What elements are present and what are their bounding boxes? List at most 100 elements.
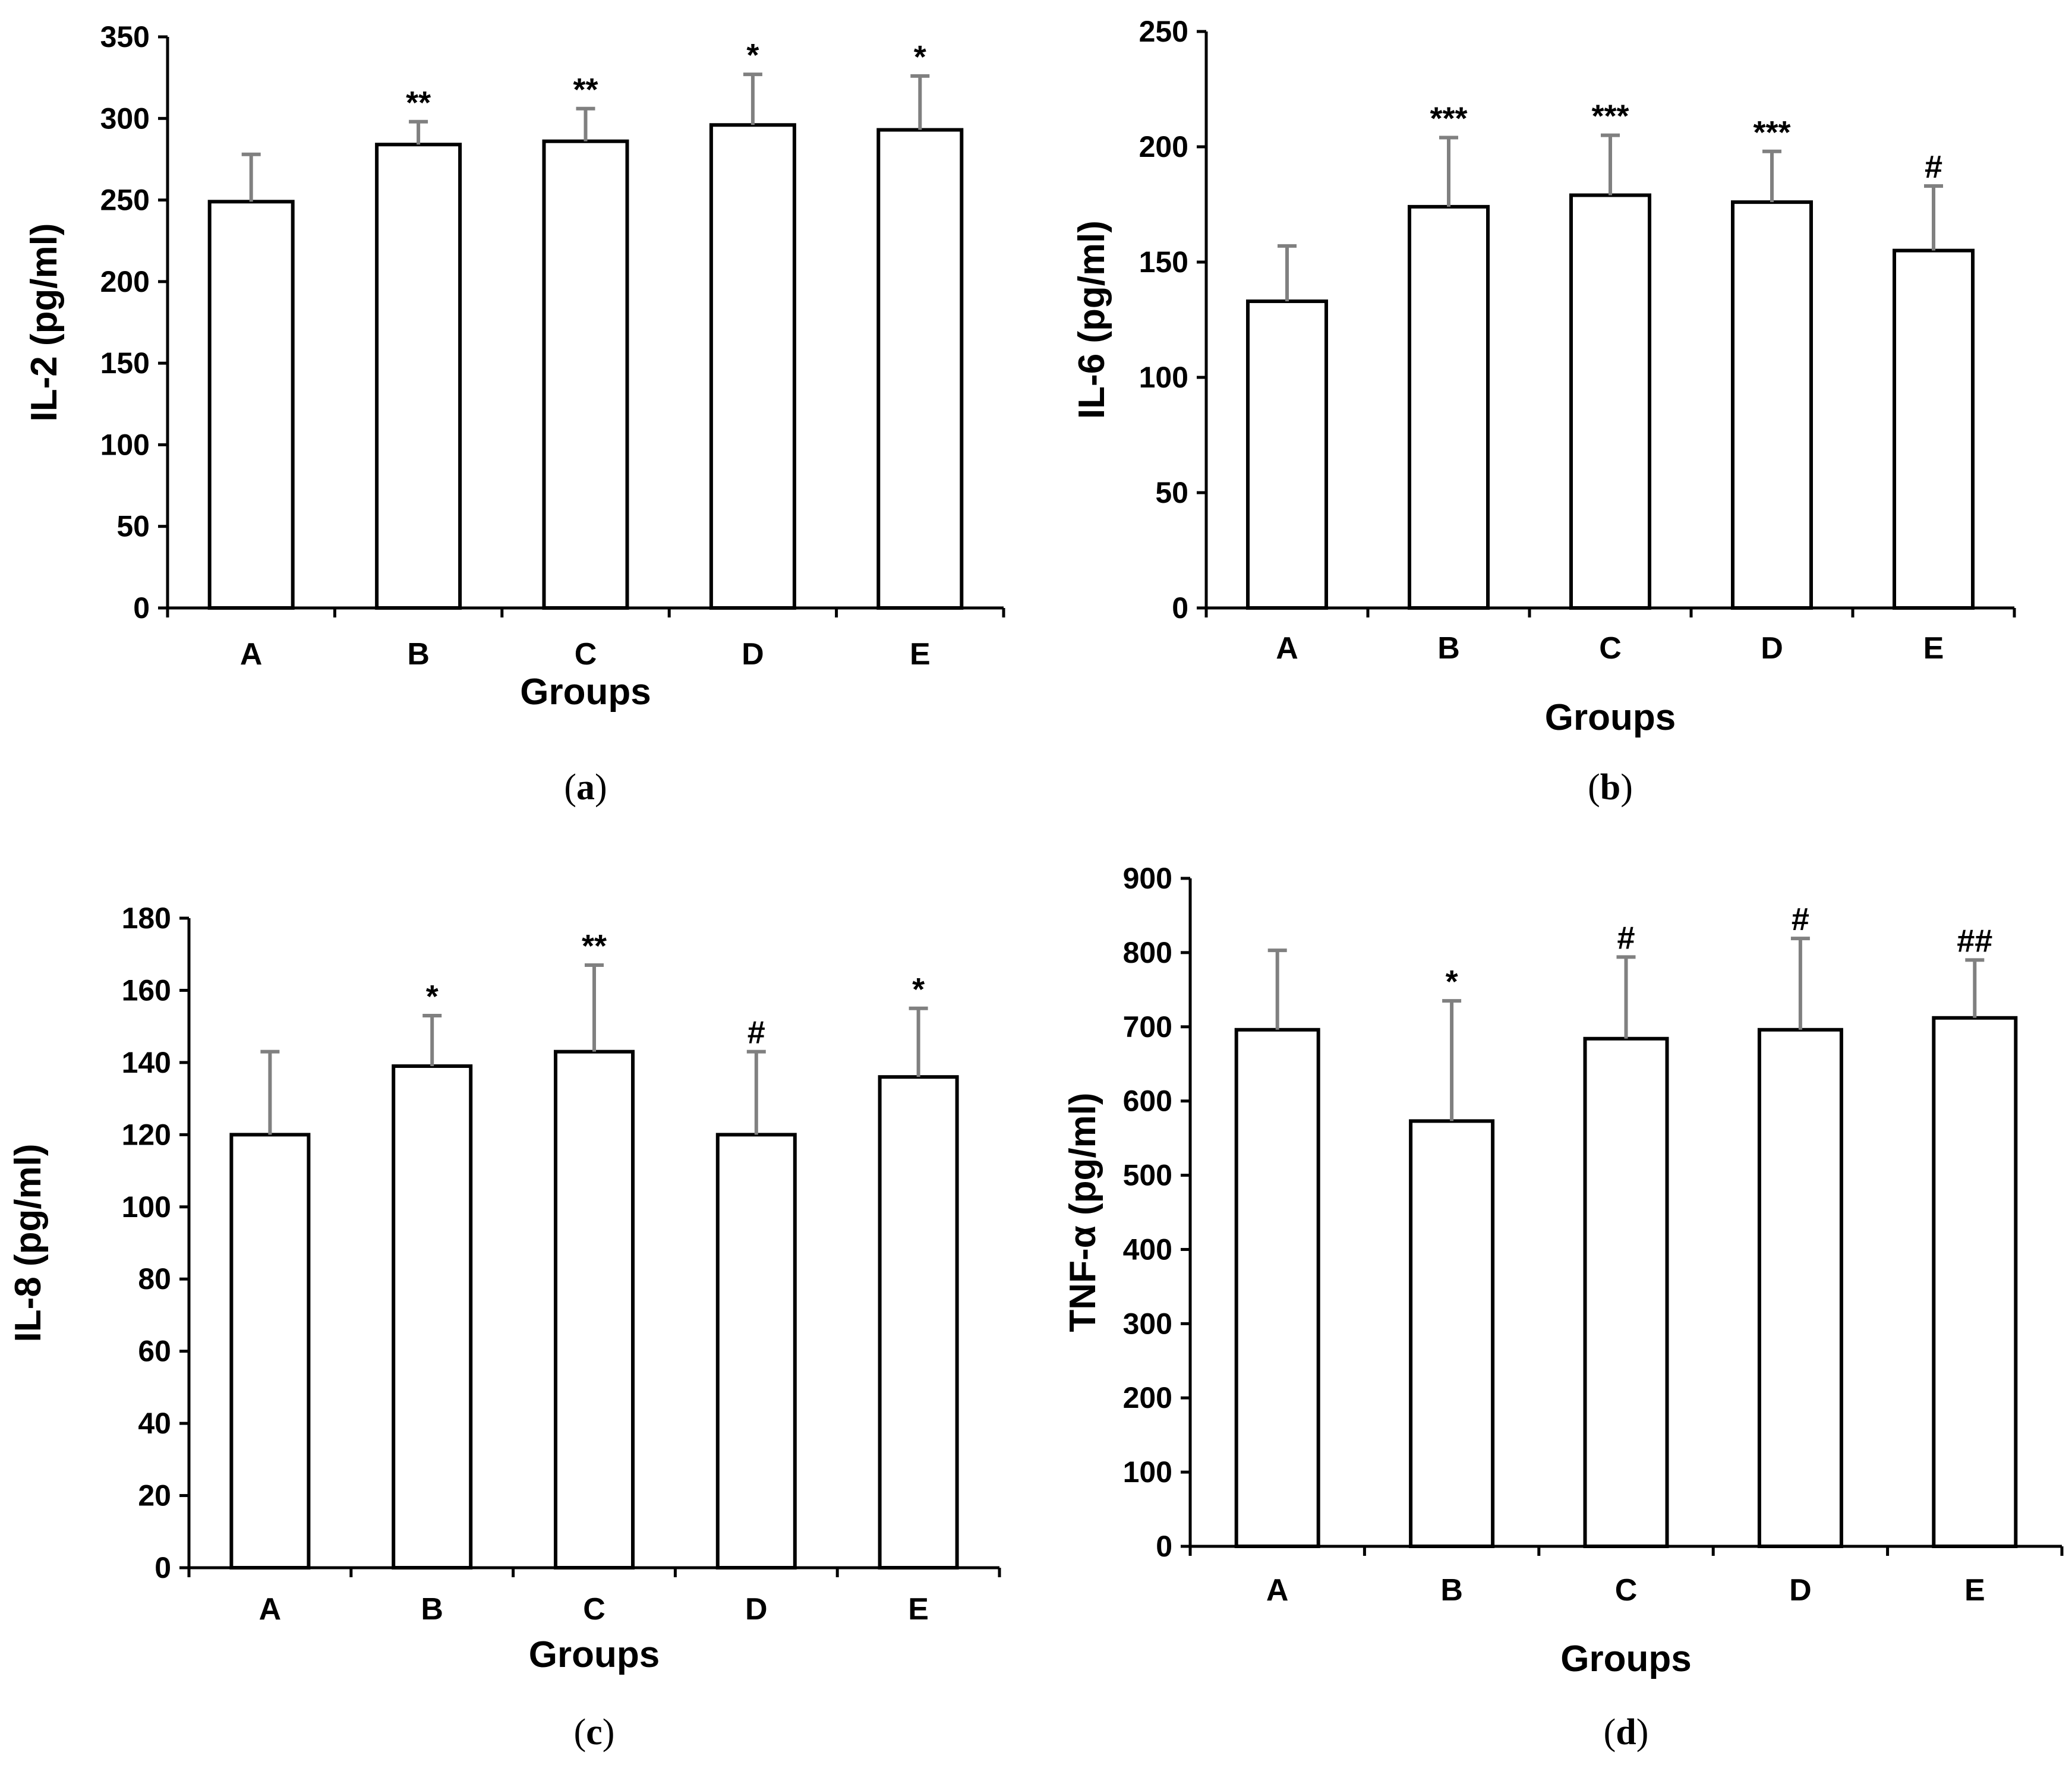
y-tick-label: 0 [1172,591,1188,625]
panel-label-b: (b) [1588,767,1633,808]
category-label-b: B [421,1592,443,1627]
bar-a [207,200,295,610]
bar-a [1246,299,1328,610]
significance-label-d: *** [1753,115,1790,150]
y-tick-label: 140 [122,1046,171,1079]
significance-label-b: * [1446,964,1458,1000]
bar-e [876,128,964,610]
category-label-e: E [1923,631,1944,666]
y-tick-label: 0 [154,1551,171,1584]
x-axis-title: Groups [1560,1638,1691,1679]
significance-label-c: # [1617,920,1635,956]
category-label-a: A [259,1592,282,1627]
category-label-d: D [1761,631,1783,666]
y-tick-label: 500 [1123,1159,1172,1192]
y-tick-label: 100 [1123,1455,1172,1489]
y-tick-label: 0 [1156,1530,1172,1563]
bar-e [1932,1016,2018,1548]
y-tick-label: 180 [122,902,171,935]
chart-panel-a: 0 50 100 150 200 250 300 350 A ** B ** C * D * E Groups IL… [24,20,1005,808]
bar-b [392,1064,473,1570]
y-tick-label: 150 [1139,245,1188,279]
y-axis-title: IL-2 (pg/ml) [24,223,65,421]
bar-e [878,1075,959,1570]
category-label-a: A [1276,631,1298,666]
panel-label-c: (c) [574,1712,615,1753]
y-tick-label: 800 [1123,936,1172,969]
significance-label-e: # [1925,149,1942,185]
y-tick-label: 50 [1155,476,1188,509]
y-tick-label: 400 [1123,1233,1172,1266]
significance-label-e: * [914,39,926,75]
bar-c [542,139,629,610]
category-label-c: C [575,637,597,672]
chart-panel-c: 0 20 40 60 80 100 120 140 160 180 A * B ** C # D * E Groups… [8,902,1001,1753]
bar-a [1234,1028,1320,1548]
y-axis-title: TNF-α (pg/ml) [1062,1092,1103,1332]
bar-d [715,1133,797,1570]
significance-label-b: ** [406,85,431,121]
category-label-a: A [240,637,263,672]
y-tick-label: 250 [1139,15,1188,48]
significance-label-d: # [1792,902,1809,937]
y-tick-label: 100 [1139,361,1188,394]
panel-label-d: (d) [1604,1712,1649,1753]
y-tick-label: 40 [138,1407,171,1440]
bar-d [1731,200,1813,610]
bar-d [709,123,796,610]
category-label-e: E [908,1592,929,1627]
y-tick-label: 200 [1139,130,1188,163]
y-axis-title: IL-6 (pg/ml) [1071,220,1112,419]
significance-label-c: ** [573,72,598,108]
bar-b [375,143,462,610]
category-label-b: B [1440,1573,1463,1608]
category-label-b: B [1437,631,1460,666]
significance-label-d: * [746,37,759,73]
category-label-b: B [407,637,430,672]
bar-a [229,1133,311,1570]
x-axis-title: Groups [1545,697,1676,738]
x-axis-title: Groups [520,672,651,713]
significance-label-d: # [748,1015,765,1051]
category-label-e: E [1964,1573,1985,1608]
bar-d [1757,1028,1843,1548]
y-tick-label: 250 [100,184,150,217]
bar-c [1569,193,1651,610]
y-tick-label: 200 [100,265,150,298]
category-label-d: D [1789,1573,1812,1608]
category-label-e: E [910,637,931,672]
category-label-c: C [1615,1573,1638,1608]
bar-b [1409,1119,1495,1549]
y-tick-label: 120 [122,1118,171,1151]
y-tick-label: 900 [1123,862,1172,895]
y-tick-label: 150 [100,346,150,380]
y-tick-label: 600 [1123,1085,1172,1118]
significance-label-e: * [912,972,925,1007]
y-tick-label: 80 [138,1262,171,1296]
category-label-c: C [1599,631,1622,666]
significance-label-c: *** [1591,99,1629,134]
category-label-c: C [583,1592,605,1627]
y-tick-label: 700 [1123,1010,1172,1044]
category-label-d: D [745,1592,768,1627]
y-tick-label: 0 [133,591,150,625]
bar-c [1583,1036,1669,1548]
bar-e [1893,248,1975,610]
y-tick-label: 100 [122,1190,171,1224]
y-tick-label: 350 [100,20,150,53]
bar-b [1408,204,1490,610]
x-axis-title: Groups [529,1634,660,1675]
y-tick-label: 200 [1123,1381,1172,1414]
category-label-a: A [1266,1573,1289,1608]
chart-panel-b: 0 50 100 150 200 250 A *** B *** C *** D # E Groups IL-6… [1071,15,2016,808]
significance-label-c: ** [582,928,607,964]
panel-label-a: (a) [564,767,607,808]
bar-c [554,1050,635,1570]
y-tick-label: 60 [138,1335,171,1368]
category-label-d: D [742,637,764,672]
y-tick-label: 160 [122,973,171,1007]
y-tick-label: 50 [116,510,150,543]
y-tick-label: 100 [100,428,150,461]
significance-label-e: ## [1957,923,1992,959]
